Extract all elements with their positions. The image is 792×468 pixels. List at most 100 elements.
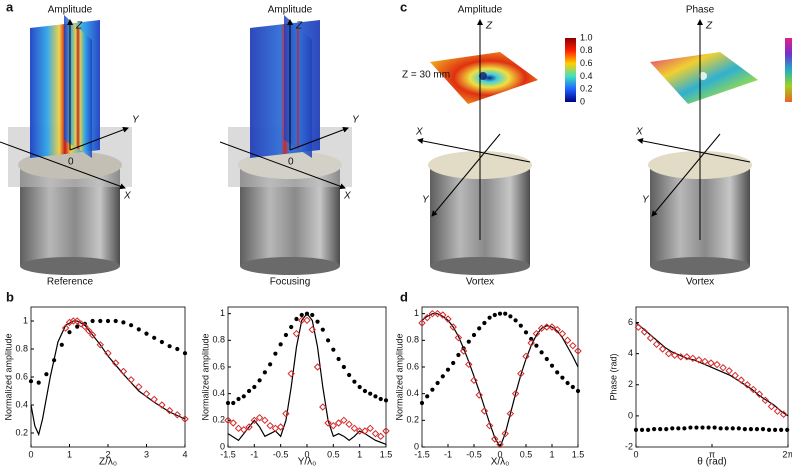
data-point — [485, 421, 494, 430]
data-point — [378, 396, 383, 402]
data-point — [273, 351, 278, 356]
x-axis-label: Y/λ₀ — [298, 457, 317, 468]
y-tick-label: 4 — [628, 348, 633, 358]
y-tick-label: 0 — [414, 441, 419, 451]
data-point — [664, 349, 673, 358]
data-point — [748, 427, 754, 432]
x-tick-label: -0.5 — [466, 449, 482, 459]
data-point — [294, 316, 299, 322]
data-point — [496, 440, 504, 449]
series-line — [421, 313, 579, 449]
data-point — [299, 312, 304, 318]
data-point — [331, 347, 336, 352]
data-point — [713, 360, 721, 369]
data-point — [357, 384, 362, 390]
data-point — [451, 360, 456, 366]
vortex-core — [699, 72, 707, 80]
data-point — [241, 394, 246, 399]
panel-letter: a — [6, 0, 14, 14]
data-point — [373, 394, 378, 399]
data-point — [350, 424, 359, 433]
data-point — [257, 378, 262, 383]
data-point — [449, 323, 457, 331]
data-point — [266, 421, 274, 430]
data-point — [491, 435, 499, 443]
colorbar — [565, 38, 576, 102]
data-point — [262, 370, 267, 375]
x-tick-label: 2 — [105, 449, 110, 459]
data-point — [706, 425, 711, 430]
x-tick-label: -0.5 — [273, 449, 289, 459]
data-point — [518, 323, 523, 328]
data-point — [135, 383, 143, 391]
data-point — [236, 396, 241, 402]
view-title: Amplitude — [48, 5, 93, 16]
axis-label: X — [123, 191, 131, 202]
data-point — [173, 411, 182, 419]
y-tick-label: 0.6 — [15, 371, 28, 381]
axis-label: Y — [352, 115, 360, 126]
data-point — [736, 426, 741, 431]
data-point — [246, 388, 252, 394]
series-line — [635, 322, 789, 417]
data-point — [308, 325, 316, 334]
data-point — [252, 384, 257, 390]
data-point — [425, 394, 430, 399]
data-point — [287, 369, 295, 378]
data-point — [676, 426, 681, 431]
data-point — [75, 324, 80, 329]
data-point — [725, 367, 733, 375]
data-point — [688, 425, 693, 430]
data-point — [418, 319, 426, 327]
axis-label: X — [343, 191, 351, 202]
y-tick-label: 0.2 — [15, 427, 28, 437]
data-point — [646, 334, 655, 342]
data-point — [129, 323, 134, 328]
data-point — [742, 427, 747, 432]
vortex-core — [479, 72, 487, 80]
data-point — [77, 320, 85, 328]
data-point — [352, 379, 357, 384]
plot-frame — [635, 306, 789, 448]
data-point — [165, 406, 174, 415]
data-point — [652, 427, 657, 432]
y-tick-label: 0.4 — [212, 388, 225, 398]
data-point — [85, 327, 93, 335]
axis-x — [637, 138, 751, 163]
x-tick-label: 0 — [304, 449, 309, 459]
data-point — [319, 403, 327, 411]
data-point — [513, 318, 518, 323]
axis-y — [289, 126, 349, 151]
y-tick-label: 0.2 — [212, 415, 225, 425]
axis-y — [651, 133, 721, 217]
data-point — [497, 311, 503, 316]
data-point — [439, 311, 447, 319]
x-tick-label: 4 — [182, 449, 187, 459]
data-point — [645, 427, 651, 432]
data-point — [683, 353, 691, 361]
y-tick-label: 0.4 — [15, 399, 28, 409]
data-point — [558, 329, 567, 338]
data-point — [480, 407, 489, 415]
data-point — [506, 409, 515, 418]
data-point — [329, 421, 338, 430]
series-line — [30, 320, 186, 437]
colorbar — [785, 38, 792, 102]
colorbar-label: 0.8 — [580, 45, 593, 55]
data-point — [760, 427, 766, 432]
data-point — [310, 312, 315, 318]
data-point — [423, 313, 431, 322]
data-point — [152, 335, 157, 340]
data-point — [283, 332, 289, 338]
data-point — [104, 349, 112, 357]
y-axis-label: Normalized amplitude — [3, 333, 13, 420]
axis-x — [417, 138, 531, 163]
data-point — [773, 427, 778, 432]
x-tick-label: 0.5 — [520, 449, 533, 459]
data-point — [459, 347, 468, 355]
data-point — [503, 311, 508, 316]
data-point — [250, 416, 259, 425]
data-point — [362, 388, 368, 394]
data-point — [440, 374, 445, 379]
series-line — [227, 312, 387, 445]
